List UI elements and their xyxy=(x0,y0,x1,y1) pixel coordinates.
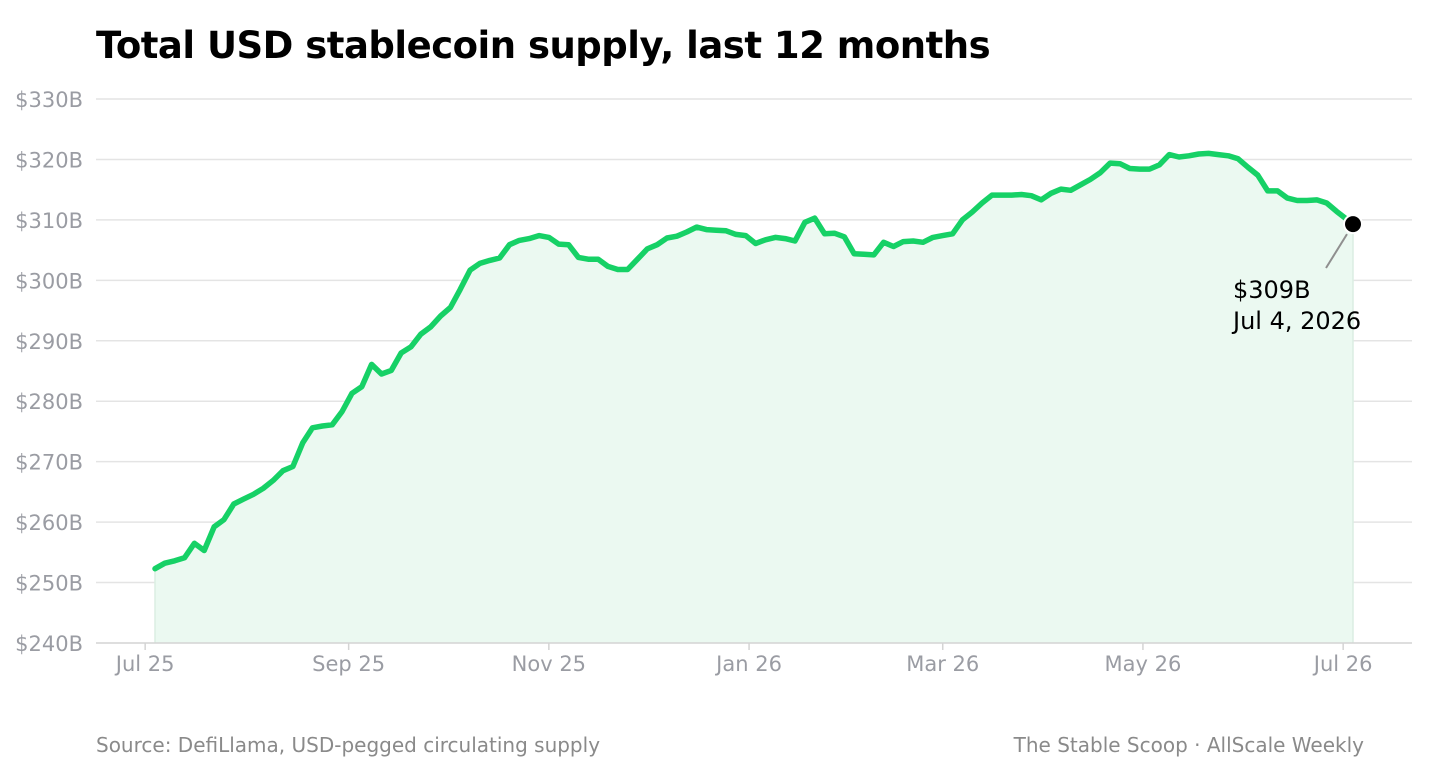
callout-value-label: $309B xyxy=(1233,276,1311,304)
callout: $309B Jul 4, 2026 xyxy=(1231,214,1363,335)
credit-note: The Stable Scoop · AllScale Weekly xyxy=(1013,733,1364,757)
y-tick-label: $270B xyxy=(15,451,83,475)
y-tick-label: $300B xyxy=(15,269,83,293)
x-tick-label: Sep 25 xyxy=(312,652,385,676)
source-note: Source: DefiLlama, USD-pegged circulatin… xyxy=(96,733,601,757)
y-tick-label: $330B xyxy=(15,88,83,112)
x-tick-label: Jan 26 xyxy=(714,652,782,676)
y-tick-label: $310B xyxy=(15,209,83,233)
x-tick-label: Mar 26 xyxy=(906,652,979,676)
y-tick-label: $240B xyxy=(15,632,83,656)
x-tick-label: Jul 25 xyxy=(114,652,175,676)
latest-value-marker xyxy=(1343,214,1363,235)
x-tick-label: Nov 25 xyxy=(512,652,586,676)
x-tick-label: Jul 26 xyxy=(1312,652,1373,676)
x-tick-labels: Jul 25 Sep 25 Nov 25 Jan 26 Mar 26 May 26 Jul … xyxy=(114,652,1373,676)
callout-date-label: Jul 4, 2026 xyxy=(1231,307,1361,335)
axes xyxy=(96,642,1412,650)
y-tick-label: $290B xyxy=(15,330,83,354)
y-tick-labels: $240B $250B $260B $270B $280B $290B $300B $310B… xyxy=(15,88,83,656)
y-tick-label: $280B xyxy=(15,390,83,414)
area-layer xyxy=(152,150,1356,643)
y-tick-label: $320B xyxy=(15,148,83,172)
supply-area-fill xyxy=(155,153,1353,643)
callout-leader-line xyxy=(1325,233,1348,269)
chart-title: Total USD stablecoin supply, last 12 mon… xyxy=(96,24,991,67)
x-tick-label: May 26 xyxy=(1105,652,1182,676)
y-tick-label: $260B xyxy=(15,511,83,535)
supply-series-line xyxy=(152,150,1356,572)
y-tick-label: $250B xyxy=(15,572,83,596)
